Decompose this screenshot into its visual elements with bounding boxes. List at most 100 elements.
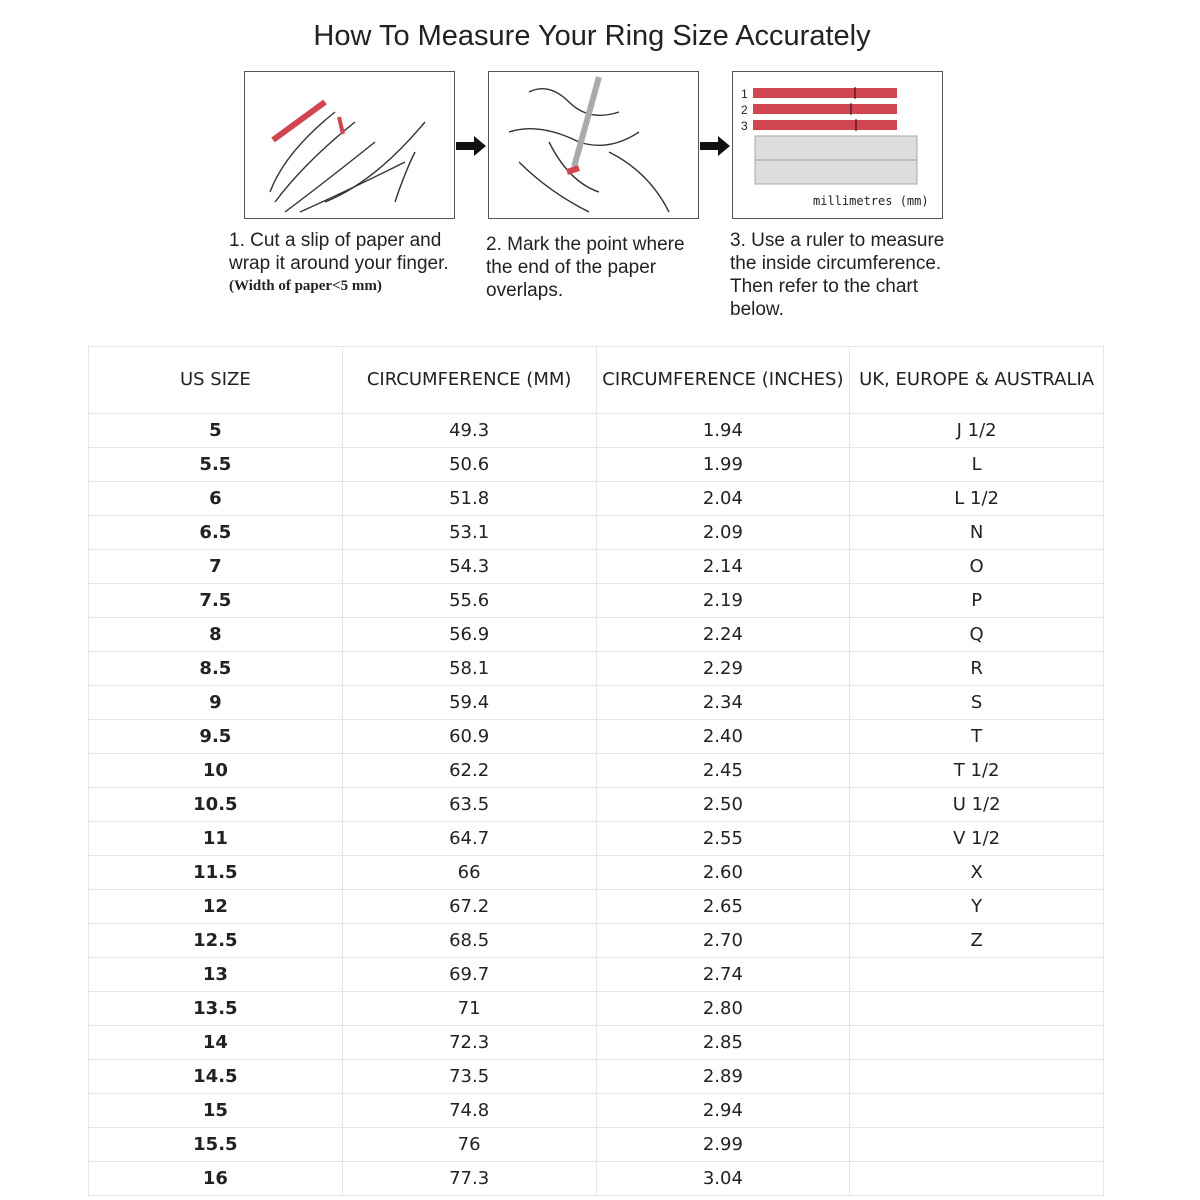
uk-size: J 1/2	[849, 413, 1104, 448]
circumference-mm: 54.3	[341, 549, 597, 584]
column-header: CIRCUMFERENCE (MM)	[341, 346, 597, 414]
us-size: 7.5	[88, 583, 343, 618]
circumference-mm: 60.9	[341, 719, 597, 754]
ruler-icon: 1 2 3 millimetres (mm)	[741, 87, 929, 208]
circumference-mm: 53.1	[341, 515, 597, 550]
circumference-mm: 77.3	[341, 1161, 597, 1196]
circumference-inches: 2.65	[595, 889, 851, 924]
column-header: UK, EUROPE & AUSTRALIA	[849, 346, 1104, 414]
circumference-mm: 59.4	[341, 685, 597, 720]
table-row: 7 54.3 2.14 O	[88, 549, 1104, 584]
uk-size	[849, 1025, 1104, 1060]
table-row: 11 64.7 2.55 V 1/2	[88, 821, 1104, 856]
step-3: 3. Use a ruler to measure the inside cir…	[730, 230, 945, 320]
table-row: 8.5 58.1 2.29 R	[88, 651, 1104, 686]
us-size: 10	[88, 753, 343, 788]
ring-size-table: US SIZE CIRCUMFERENCE (MM) CIRCUMFERENCE (…	[88, 346, 1104, 1196]
circumference-mm: 73.5	[341, 1059, 597, 1094]
circumference-inches: 2.94	[595, 1093, 851, 1128]
uk-size	[849, 1059, 1104, 1094]
us-size: 8.5	[88, 651, 343, 686]
circumference-inches: 2.55	[595, 821, 851, 856]
circumference-mm: 69.7	[341, 957, 597, 992]
us-size: 8	[88, 617, 343, 652]
circumference-mm: 66	[341, 855, 597, 890]
us-size: 14	[88, 1025, 343, 1060]
circumference-inches: 2.34	[595, 685, 851, 720]
circumference-inches: 2.85	[595, 1025, 851, 1060]
circumference-mm: 56.9	[341, 617, 597, 652]
circumference-inches: 2.50	[595, 787, 851, 822]
circumference-inches: 2.24	[595, 617, 851, 652]
circumference-mm: 58.1	[341, 651, 597, 686]
circumference-mm: 55.6	[341, 583, 597, 618]
table-row: 9.5 60.9 2.40 T	[88, 719, 1104, 754]
circumference-inches: 1.99	[595, 447, 851, 482]
us-size: 6	[88, 481, 343, 516]
table-row: 13.5 71 2.80	[88, 991, 1104, 1026]
uk-size: T	[849, 719, 1104, 754]
uk-size	[849, 957, 1104, 992]
unit-label: millimetres (mm)	[813, 194, 929, 208]
circumference-inches: 2.80	[595, 991, 851, 1026]
us-size: 12.5	[88, 923, 343, 958]
circumference-inches: 3.04	[595, 1161, 851, 1196]
circumference-mm: 76	[341, 1127, 597, 1162]
us-size: 9.5	[88, 719, 343, 754]
us-size: 15	[88, 1093, 343, 1128]
step1-illustration	[244, 71, 455, 219]
uk-size: Q	[849, 617, 1104, 652]
page-title: How To Measure Your Ring Size Accurately	[313, 20, 871, 52]
circumference-inches: 1.94	[595, 413, 851, 448]
us-size: 12	[88, 889, 343, 924]
table-row: 14.5 73.5 2.89	[88, 1059, 1104, 1094]
circumference-mm: 49.3	[341, 413, 597, 448]
strip-label: 2	[741, 103, 748, 117]
table-row: 8 56.9 2.24 Q	[88, 617, 1104, 652]
table-row: 12 67.2 2.65 Y	[88, 889, 1104, 924]
uk-size: L 1/2	[849, 481, 1104, 516]
table-row: 16 77.3 3.04	[88, 1161, 1104, 1196]
circumference-inches: 2.99	[595, 1127, 851, 1162]
uk-size: Z	[849, 923, 1104, 958]
step-1-text: 1. Cut a slip of paper and wrap it aroun…	[229, 230, 449, 274]
uk-size: U 1/2	[849, 787, 1104, 822]
table-row: 7.5 55.6 2.19 P	[88, 583, 1104, 618]
strip-label: 3	[741, 119, 748, 133]
circumference-inches: 2.04	[595, 481, 851, 516]
circumference-inches: 2.60	[595, 855, 851, 890]
uk-size: V 1/2	[849, 821, 1104, 856]
us-size: 15.5	[88, 1127, 343, 1162]
circumference-mm: 67.2	[341, 889, 597, 924]
uk-size: O	[849, 549, 1104, 584]
uk-size: R	[849, 651, 1104, 686]
uk-size: N	[849, 515, 1104, 550]
column-header: CIRCUMFERENCE (INCHES)	[595, 346, 851, 414]
circumference-inches: 2.19	[595, 583, 851, 618]
table-row: 13 69.7 2.74	[88, 957, 1104, 992]
uk-size	[849, 1161, 1104, 1196]
circumference-mm: 72.3	[341, 1025, 597, 1060]
table-row: 11.5 66 2.60 X	[88, 855, 1104, 890]
circumference-inches: 2.45	[595, 753, 851, 788]
circumference-mm: 62.2	[341, 753, 597, 788]
us-size: 10.5	[88, 787, 343, 822]
circumference-mm: 51.8	[341, 481, 597, 516]
step-1: 1. Cut a slip of paper and wrap it aroun…	[229, 229, 479, 298]
table-row: 6.5 53.1 2.09 N	[88, 515, 1104, 550]
uk-size: Y	[849, 889, 1104, 924]
us-size: 13	[88, 957, 343, 992]
uk-size: T 1/2	[849, 753, 1104, 788]
circumference-mm: 63.5	[341, 787, 597, 822]
uk-size	[849, 1093, 1104, 1128]
table-row: 10.5 63.5 2.50 U 1/2	[88, 787, 1104, 822]
table-row: 5.5 50.6 1.99 L	[88, 447, 1104, 482]
step2-illustration	[488, 71, 699, 219]
step-2: 2. Mark the point where the end of the p…	[486, 234, 685, 301]
uk-size: X	[849, 855, 1104, 890]
uk-size	[849, 1127, 1104, 1162]
us-size: 5	[88, 413, 343, 448]
circumference-mm: 64.7	[341, 821, 597, 856]
table-row: 15 74.8 2.94	[88, 1093, 1104, 1128]
us-size: 5.5	[88, 447, 343, 482]
